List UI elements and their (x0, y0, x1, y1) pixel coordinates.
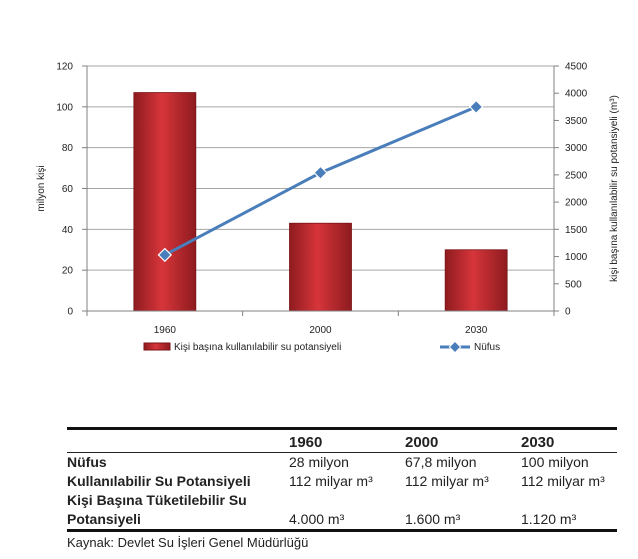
right-tick-label: 2500 (565, 170, 588, 181)
line-point (468, 99, 484, 115)
left-tick-label: 40 (62, 225, 74, 236)
left-tick-label: 60 (62, 184, 74, 195)
left-tick-label: 100 (56, 102, 73, 113)
right-tick-label: 0 (565, 307, 571, 318)
right-tick-label: 4000 (565, 89, 588, 100)
line-point (157, 247, 173, 263)
table-row: Kullanılabilir Su Potansiyeli 112 milyar… (67, 472, 617, 491)
x-tick-label: 2030 (465, 325, 488, 336)
legend-bar-label: Kişi başına kullanılabilir su potansiyel… (174, 342, 341, 353)
right-tick-label: 3000 (565, 143, 588, 154)
right-tick-label: 500 (565, 279, 582, 290)
legend-line-marker (448, 340, 462, 354)
legend-line-label: Nüfus (474, 342, 500, 353)
combo-chart: 0 20 40 60 80 100 120 0 500 1000 1500 2000 2500 3000… (36, 62, 620, 354)
left-axis-ticks: 0 20 40 60 80 100 120 (56, 62, 87, 318)
legend: Kişi başına kullanılabilir su potansiyel… (143, 340, 500, 354)
right-tick-label: 1000 (565, 252, 588, 263)
table-header-cell: 1960 (289, 427, 405, 453)
table-row-label: Kullanılabilir Su Potansiyeli (67, 473, 251, 489)
table-row: Kişi Başına Tüketilebilir Su Potansiyeli… (67, 491, 617, 529)
line-series (157, 99, 484, 263)
right-tick-label: 2000 (565, 198, 588, 209)
right-tick-label: 3500 (565, 116, 588, 127)
table-row: Nüfus 28 milyon 67,8 milyon 100 milyon (67, 453, 617, 473)
table-row-label: Nüfus (67, 454, 107, 470)
left-tick-label: 0 (67, 307, 73, 318)
right-tick-label: 4500 (565, 62, 588, 73)
y-axis-title-right: kişi başına kullanılabilir su potansiyel… (609, 95, 620, 282)
table-cell: 100 milyon (521, 454, 589, 470)
table-bottom-rule (67, 529, 617, 532)
bar (289, 222, 352, 312)
table-cell: 28 milyon (289, 454, 349, 470)
bar (133, 92, 197, 312)
table-cell: 112 milyar m³ (289, 473, 373, 489)
table-cell: 4.000 m³ (289, 511, 345, 527)
right-axis-ticks: 0 500 1000 1500 2000 2500 3000 3500 4000 4500 (554, 62, 588, 318)
y-axis-title-left: milyon kişi (36, 165, 47, 211)
data-table: 1960 2000 2030 Nüfus 28 milyon 67,8 mily… (67, 427, 617, 529)
x-tick-label: 2000 (309, 325, 332, 336)
bar-series (133, 92, 508, 312)
x-axis-ticks: 1960 2000 2030 (154, 325, 488, 336)
table-header-cell: 2000 (405, 427, 521, 453)
right-tick-label: 1500 (565, 225, 588, 236)
table-cell: 1.120 m³ (521, 511, 577, 527)
x-tick-label: 1960 (154, 325, 177, 336)
table-cell: 1.600 m³ (405, 511, 461, 527)
table-cell: 112 milyar m³ (405, 473, 489, 489)
legend-bar-swatch (143, 342, 171, 351)
table-cell: 67,8 milyon (405, 454, 477, 470)
table-header-cell: 2030 (521, 427, 617, 453)
table-header-row: 1960 2000 2030 (67, 427, 617, 453)
left-tick-label: 120 (56, 62, 73, 73)
table-row-label: Kişi Başına Tüketilebilir Su Potansiyeli (67, 492, 247, 527)
source-note: Kaynak: Devlet Su İşleri Genel Müdürlüğü (67, 535, 309, 550)
left-tick-label: 20 (62, 266, 74, 277)
table-cell: 112 milyar m³ (521, 473, 605, 489)
left-tick-label: 80 (62, 143, 74, 154)
table-header-cell (67, 427, 289, 453)
line-point (313, 165, 328, 180)
bar (444, 249, 508, 312)
